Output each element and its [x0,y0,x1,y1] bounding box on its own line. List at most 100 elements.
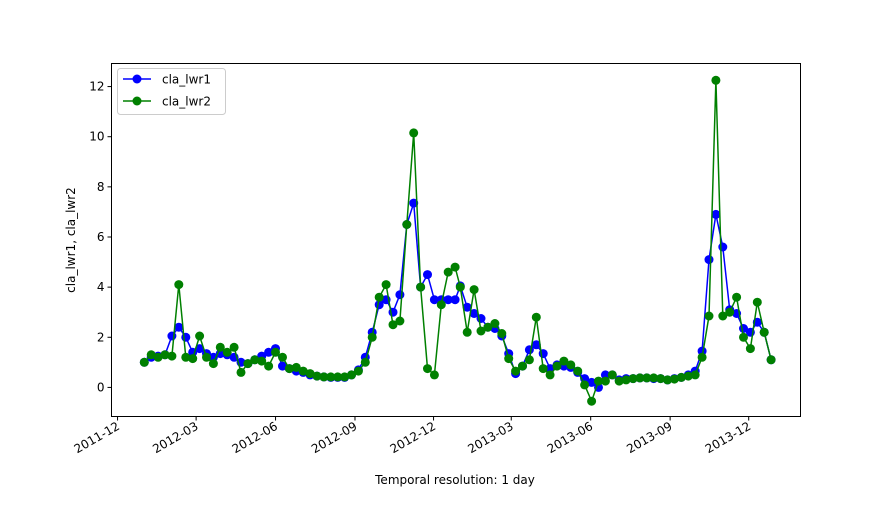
x-tick-label: 2012-03 [150,419,200,456]
series-cla_lwr2 [139,75,776,406]
data-point-cla_lwr2 [566,360,576,370]
data-point-cla_lwr2 [732,292,742,302]
data-point-cla_lwr2 [669,374,679,384]
series-line-cla_lwr2 [143,80,772,404]
data-point-cla_lwr2 [243,359,253,369]
data-point-cla_lwr1 [409,198,419,208]
data-point-cla_lwr1 [278,361,287,371]
data-point-cla_lwr2 [436,300,446,310]
data-point-cla_lwr2 [340,372,350,382]
y-tick-label: 2 [97,330,105,344]
data-point-cla_lwr2 [745,344,755,354]
data-point-cla_lwr2 [559,356,569,366]
data-point-cla_lwr2 [635,373,645,383]
data-point-cla_lwr1 [450,295,460,305]
data-point-cla_lwr2 [455,282,465,292]
legend-label-cla-lwr1: cla_lwr1 [162,73,211,87]
data-point-cla_lwr2 [291,362,301,372]
data-point-cla_lwr2 [649,373,659,383]
plot-frame [111,63,801,417]
data-point-cla_lwr2 [195,331,205,341]
data-point-cla_lwr2 [146,350,156,360]
y-tick-label: 8 [97,180,105,194]
data-point-cla_lwr2 [663,375,672,385]
legend: cla_lwr1 cla_lwr2 [117,68,226,115]
data-point-cla_lwr1 [429,295,439,305]
data-point-cla_lwr2 [450,262,460,272]
data-point-cla_lwr2 [298,366,308,376]
data-point-cla_lwr2 [531,312,541,322]
data-point-cla_lwr2 [676,372,686,382]
y-axis-label: cla_lwr1, cla_lwr2 [64,187,78,293]
legend-marker-cla-lwr2 [132,96,142,106]
data-point-cla_lwr2 [628,374,638,384]
data-point-cla_lwr2 [202,352,211,362]
data-point-cla_lwr2 [319,372,329,382]
data-point-cla_lwr2 [312,371,322,381]
data-point-cla_lwr1 [587,377,597,387]
data-point-cla_lwr1 [423,270,432,280]
data-point-cla_lwr2 [153,352,163,362]
data-point-cla_lwr2 [416,282,426,292]
data-point-cla_lwr2 [552,361,562,371]
data-point-cla_lwr2 [181,352,191,362]
data-point-cla_lwr2 [490,319,500,328]
data-point-cla_lwr2 [594,376,603,386]
y-tick-label: 0 [97,380,105,394]
data-point-cla_lwr2 [236,367,246,377]
data-point-cla_lwr2 [690,370,700,380]
data-point-cla_lwr1 [704,255,714,265]
data-point-cla_lwr2 [524,355,534,365]
x-tick-label: 2013-09 [624,419,674,456]
data-point-cla_lwr2 [257,356,267,366]
data-point-cla_lwr2 [752,297,762,307]
legend-marker-cla-lwr1 [132,74,142,84]
data-point-cla_lwr2 [607,370,617,380]
data-point-cla_lwr2 [483,322,493,332]
data-point-cla_lwr2 [704,311,714,321]
data-point-cla_lwr1 [697,346,707,356]
x-tick-label: 2012-06 [230,419,280,456]
data-point-cla_lwr1 [600,370,610,380]
data-point-cla_lwr1 [181,332,191,342]
x-tick-label: 2011-12 [72,419,122,456]
series-cla_lwr1 [139,198,776,392]
data-point-cla_lwr2 [402,220,412,229]
data-point-cla_lwr2 [395,316,405,326]
data-point-cla_lwr2 [250,355,260,365]
data-point-cla_lwr2 [545,370,555,380]
data-point-cla_lwr1 [395,290,405,300]
data-point-cla_lwr2 [423,364,432,374]
data-point-cla_lwr2 [360,357,370,367]
data-point-cla_lwr1 [443,295,453,305]
y-tick-label: 6 [97,230,105,244]
data-point-cla_lwr1 [264,347,274,357]
data-point-cla_lwr1 [174,322,184,332]
data-point-cla_lwr2 [429,370,439,380]
data-point-cla_lwr2 [160,350,170,360]
data-point-cla_lwr2 [215,342,225,352]
data-point-cla_lwr2 [538,364,548,374]
data-point-cla_lwr2 [333,372,343,382]
data-point-cla_lwr1 [718,242,728,252]
data-point-cla_lwr2 [642,373,652,383]
x-axis-label: Temporal resolution: 1 day [374,473,535,487]
data-point-cla_lwr2 [374,292,384,302]
data-point-cla_lwr2 [305,369,315,379]
data-point-cla_lwr2 [614,376,624,386]
data-point-cla_lwr2 [284,364,294,374]
data-point-cla_lwr2 [683,371,693,381]
data-point-cla_lwr2 [711,75,721,85]
y-tick-label: 12 [89,80,104,94]
data-point-cla_lwr2 [222,347,232,357]
data-point-cla_lwr2 [381,280,391,290]
y-tick-label: 4 [97,280,105,294]
data-point-cla_lwr2 [518,361,527,371]
data-point-cla_lwr2 [718,311,728,321]
data-point-cla_lwr1 [195,344,205,354]
x-axis: 2011-12 2012-03 2012-06 2012-09 2012-12 2013-… [72,416,753,456]
data-point-cla_lwr2 [469,285,479,295]
legend-label-cla-lwr2: cla_lwr2 [162,95,211,109]
data-point-cla_lwr2 [511,366,521,376]
data-point-cla_lwr2 [580,380,590,390]
